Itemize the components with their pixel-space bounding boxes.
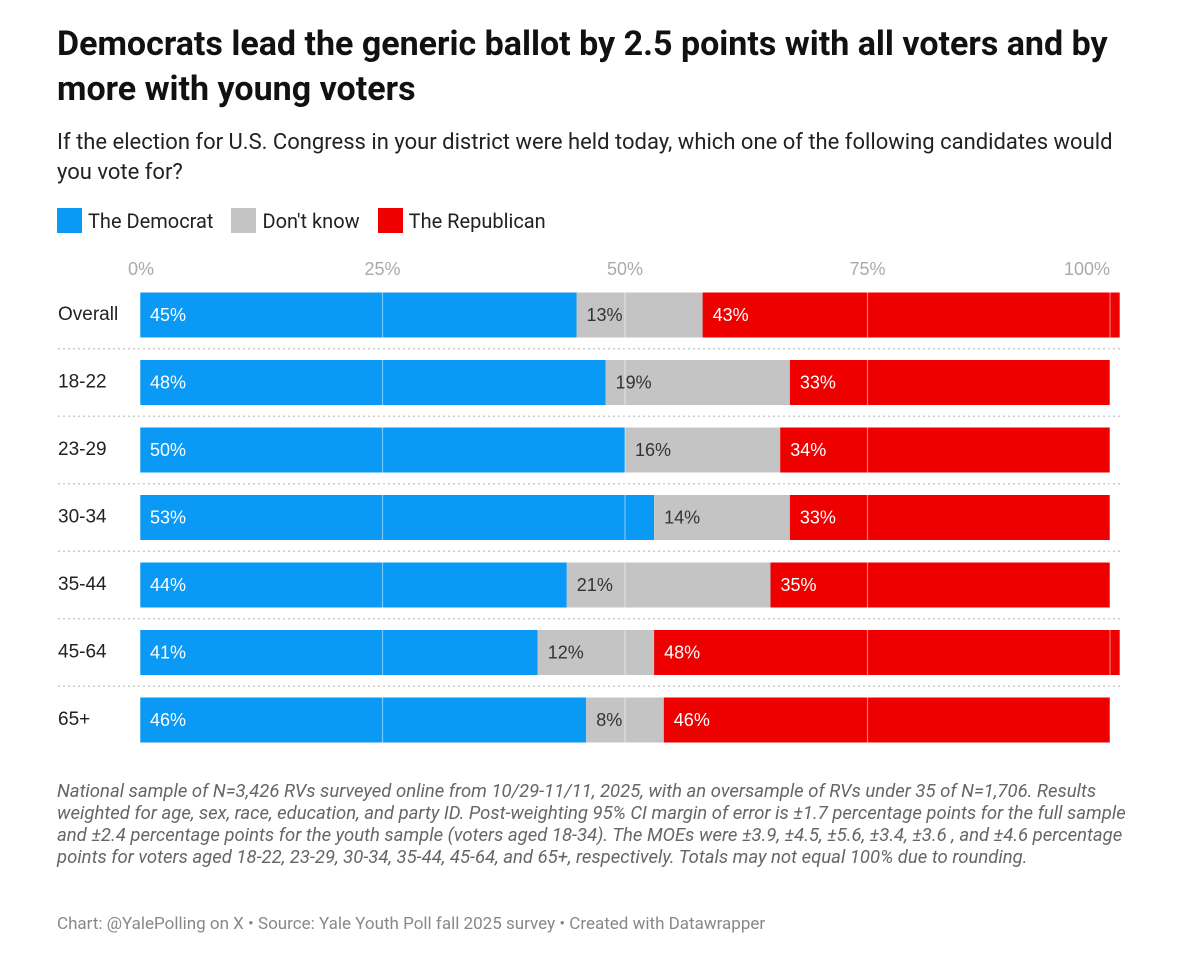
value-label: 21% (577, 575, 613, 595)
x-tick-label: 50% (607, 259, 643, 279)
note: National sample of N=3,426 RVs surveyed … (57, 780, 1126, 868)
value-label: 33% (800, 507, 836, 527)
legend-entry: The Democrat (57, 208, 213, 233)
legend-swatch (231, 208, 257, 233)
y-tick-label: 30-34 (58, 507, 107, 528)
value-label: 50% (150, 440, 186, 460)
x-tick-label: 100% (1064, 259, 1110, 279)
legend-entry: Don't know (231, 208, 360, 233)
bar-segment (140, 562, 567, 608)
legend-label: The Democrat (88, 208, 214, 233)
legend: The Democrat Don't know The Republican (57, 208, 546, 233)
bar-segment (770, 562, 1110, 608)
bar-segment (576, 292, 703, 338)
legend-entry: The Republican (377, 208, 546, 233)
bar-segment (537, 630, 655, 675)
bar-segment (140, 630, 538, 675)
bar-segment (586, 697, 664, 743)
bar-segment (625, 427, 781, 473)
value-label: 53% (150, 507, 186, 527)
y-tick-label: 35-44 (58, 574, 107, 595)
legend-label: Don't know (262, 208, 360, 233)
y-tick-label: 45-64 (58, 642, 107, 663)
credit: Chart: @YalePolling on X • Source: Yale … (57, 914, 766, 934)
bar-segment (780, 427, 1110, 473)
value-label: 12% (548, 642, 584, 662)
value-label: 33% (800, 372, 836, 392)
bar-segment (605, 360, 790, 405)
value-label: 44% (150, 575, 186, 595)
bar-segment (566, 562, 771, 608)
value-label: 46% (674, 710, 710, 730)
value-label: 34% (790, 440, 826, 460)
value-label: 48% (664, 642, 700, 662)
bar-segment (140, 427, 625, 473)
bar-segment (140, 292, 577, 338)
bar-segment (702, 292, 1120, 338)
chart-subtitle: If the election for U.S. Congress in you… (57, 130, 1113, 185)
value-label: 45% (150, 305, 186, 325)
value-label: 48% (150, 372, 186, 392)
bar-segment (663, 697, 1110, 743)
bar-segment (789, 495, 1110, 540)
y-tick-label: 18-22 (58, 372, 107, 393)
y-tick-label: 65+ (58, 709, 90, 730)
bar-segment (654, 495, 790, 540)
value-label: 14% (664, 507, 700, 527)
bar-segment (140, 697, 587, 743)
bar-segment (140, 495, 655, 540)
legend-swatch (57, 208, 82, 233)
value-label: 8% (596, 710, 622, 730)
value-label: 16% (635, 440, 671, 460)
y-tick-label: 23-29 (58, 439, 107, 460)
bar-segment (789, 360, 1110, 405)
x-tick-label: 0% (128, 259, 154, 279)
value-label: 19% (616, 372, 652, 392)
value-label: 43% (713, 305, 749, 325)
value-label: 35% (781, 575, 817, 595)
x-tick-label: 75% (849, 259, 885, 279)
value-label: 41% (150, 642, 186, 662)
value-label: 46% (150, 710, 186, 730)
y-tick-label: Overall (58, 304, 118, 325)
value-label: 13% (587, 305, 623, 325)
legend-label: The Republican (408, 208, 546, 233)
x-tick-label: 25% (364, 259, 400, 279)
legend-swatch (377, 208, 403, 233)
bar-segment (654, 630, 1120, 675)
chart-title: Democrats lead the generic ballot by 2.5… (57, 24, 1108, 109)
bar-segment (140, 360, 606, 405)
